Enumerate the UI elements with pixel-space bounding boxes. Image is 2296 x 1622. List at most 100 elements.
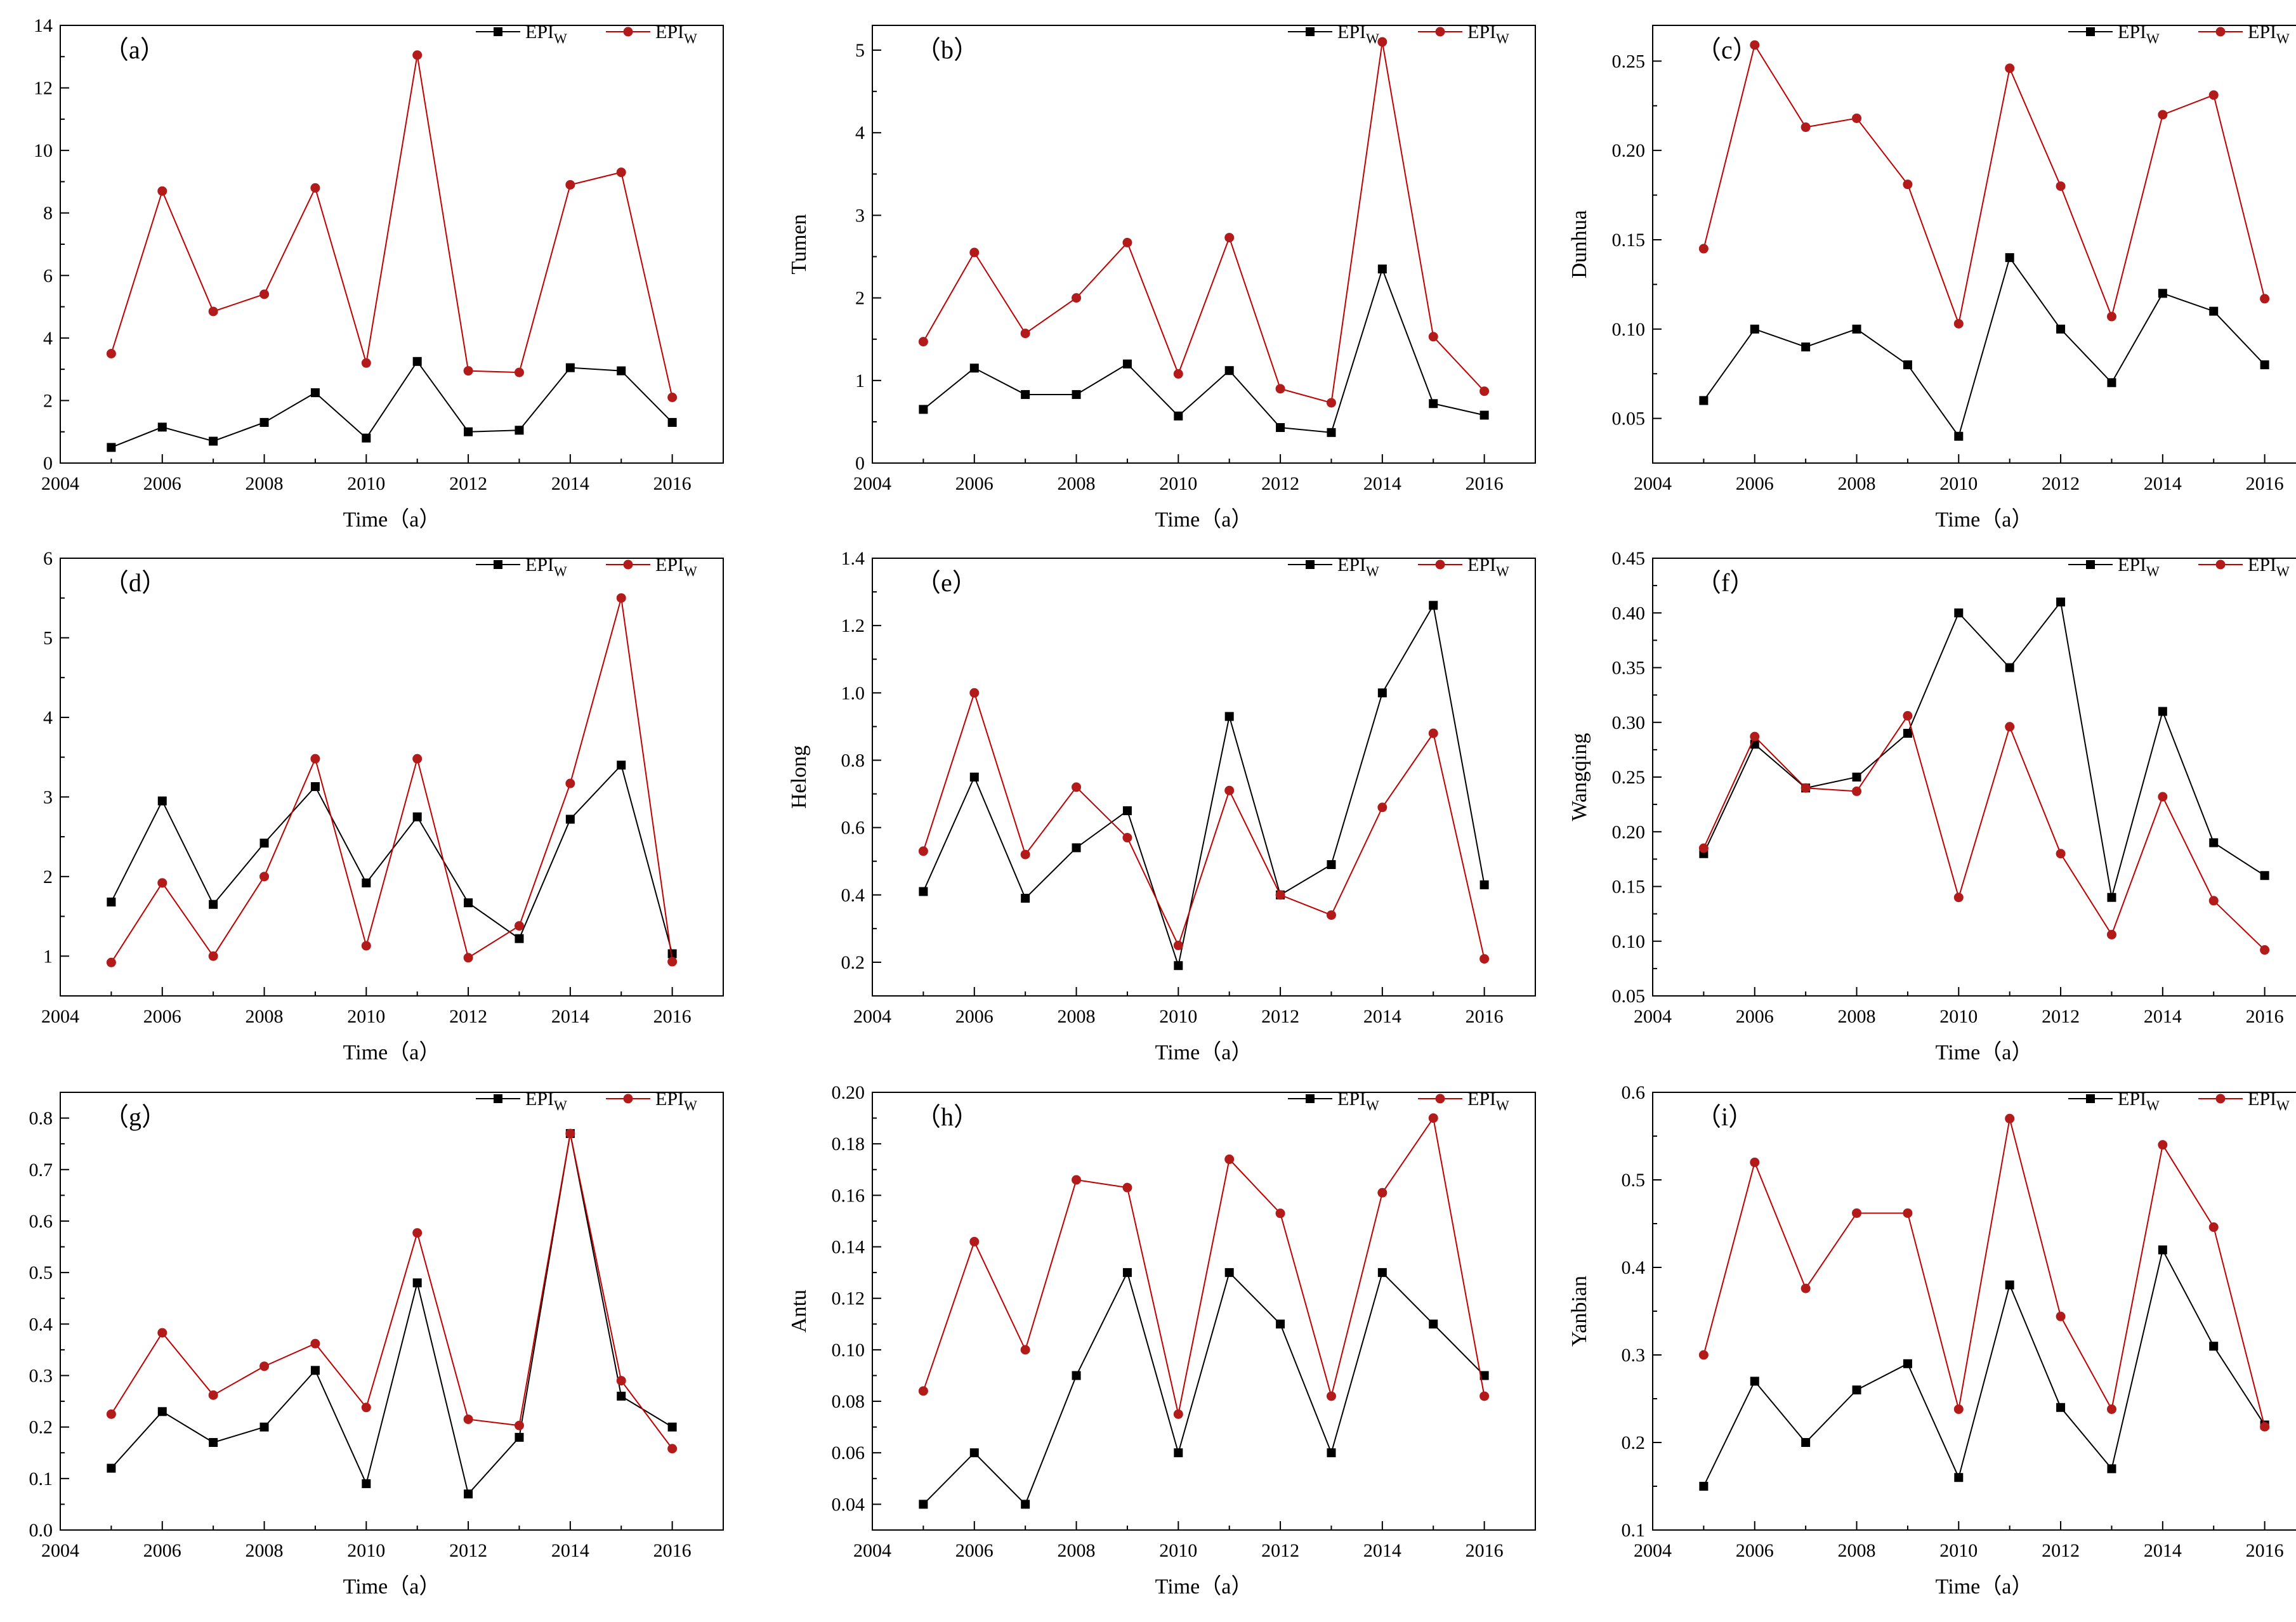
- x-tick-label: 2008: [1838, 1540, 1876, 1561]
- x-tick-label: 2006: [1736, 1006, 1774, 1027]
- data-point-circle: [361, 1403, 371, 1413]
- legend-marker: [2086, 560, 2095, 569]
- y-tick-label: 0.15: [1612, 877, 1646, 898]
- data-point-circle: [1953, 893, 1964, 903]
- legend-entry: EPIW: [1418, 1089, 1509, 1113]
- x-tick-label: 2014: [2144, 1540, 2182, 1561]
- y-tick-label: 0.2: [841, 952, 865, 973]
- data-point-circle: [1428, 332, 1438, 342]
- x-tick-label: 2004: [1634, 1540, 1672, 1561]
- data-point-circle: [208, 951, 218, 961]
- x-tick-label: 2012: [1261, 1006, 1299, 1027]
- x-tick-label: 2016: [2246, 1540, 2284, 1561]
- data-point-circle: [157, 186, 167, 196]
- data-point-circle: [106, 1409, 116, 1419]
- data-point-square: [2158, 1245, 2167, 1255]
- data-point-circle: [2208, 90, 2219, 100]
- data-point-circle: [412, 50, 423, 60]
- legend-marker: [494, 560, 502, 569]
- data-point-square: [969, 1448, 979, 1458]
- y-tick-label: 4: [43, 707, 53, 728]
- x-tick-label: 2012: [449, 1006, 487, 1027]
- y-tick-label: 1.0: [841, 683, 865, 703]
- data-point-square: [1479, 1371, 1489, 1380]
- series-line-2: [922, 691, 1485, 959]
- y-tick-label: 0.6: [29, 1211, 53, 1232]
- data-point-square: [412, 356, 422, 366]
- y-tick-label: 0.20: [1612, 821, 1646, 842]
- series-line-2: [110, 55, 673, 398]
- data-point-square: [1174, 961, 1183, 971]
- data-point-circle: [1377, 37, 1387, 47]
- legend-marker: [1306, 560, 1315, 569]
- legend-marker: [1306, 27, 1315, 36]
- plot-frame: [1652, 1092, 2296, 1531]
- data-point-circle: [208, 1390, 218, 1400]
- data-point-square: [412, 1278, 422, 1288]
- data-point-square: [2107, 378, 2116, 388]
- data-point-circle: [463, 1414, 473, 1424]
- panel-e: 2004 2006 2008 2010 2012 2014 2016 0.2 0.4 0.6 0.8…: [787, 548, 1536, 1064]
- data-point-circle: [1698, 843, 1709, 853]
- y-tick-label: 1: [855, 370, 865, 391]
- panel-h: 2004 2006 2008 2010 2012 2014 2016 0.04 0.06 0.08…: [787, 1082, 1536, 1599]
- legend-label: EPIW: [525, 22, 567, 46]
- data-point-circle: [361, 941, 371, 951]
- data-point-circle: [667, 957, 678, 967]
- legend-label: EPIW: [1337, 22, 1379, 46]
- x-tick-label: 2006: [143, 1540, 181, 1561]
- legend-label: EPIW: [2248, 554, 2290, 579]
- x-tick-label: 2004: [853, 1006, 891, 1027]
- data-point-circle: [2005, 1113, 2015, 1123]
- series-line-1: [1703, 1248, 2266, 1487]
- y-tick-label: 5: [855, 40, 865, 61]
- data-point-square: [464, 898, 473, 908]
- data-point-square: [157, 1407, 167, 1416]
- x-axis-title: Time（a）: [343, 1574, 441, 1599]
- data-point-circle: [1428, 728, 1438, 738]
- data-point-circle: [616, 1376, 626, 1386]
- data-point-circle: [1275, 384, 1285, 394]
- data-point-circle: [1224, 233, 1235, 243]
- y-tick-label: 0.5: [29, 1262, 53, 1283]
- series-line-1: [922, 603, 1485, 969]
- data-point-square: [259, 1422, 269, 1432]
- x-axis-title: Time（a）: [1936, 1574, 2033, 1599]
- x-tick-label: 2004: [1634, 1006, 1672, 1027]
- data-point-square: [362, 1479, 371, 1488]
- legend-marker: [623, 559, 633, 570]
- x-tick-label: 2014: [2144, 473, 2182, 494]
- data-point-circle: [1852, 1208, 1862, 1218]
- x-axis-title: Time（a）: [1936, 1040, 2033, 1064]
- data-point-square: [565, 814, 575, 824]
- data-point-square: [1903, 360, 1912, 370]
- data-point-circle: [2158, 792, 2168, 802]
- series-line-1: [110, 764, 673, 954]
- data-point-square: [919, 887, 928, 896]
- panel-label: （c）: [1696, 36, 1758, 64]
- x-tick-label: 2014: [551, 1540, 589, 1561]
- y-tick-label: 0.3: [1622, 1345, 1646, 1366]
- data-point-circle: [1750, 1157, 1760, 1167]
- y-tick-label: 6: [43, 548, 53, 569]
- data-point-square: [1429, 399, 1438, 409]
- x-tick-label: 2006: [143, 473, 181, 494]
- x-tick-label: 2016: [653, 1540, 692, 1561]
- data-point-square: [1377, 265, 1387, 274]
- x-tick-label: 2014: [551, 473, 589, 494]
- series-line-1: [1703, 600, 2266, 898]
- data-point-circle: [616, 593, 626, 603]
- data-point-square: [2005, 1280, 2014, 1290]
- legend-marker: [1306, 1094, 1315, 1103]
- data-point-circle: [1479, 1391, 1490, 1401]
- data-point-square: [1429, 1319, 1438, 1329]
- data-point-square: [1122, 806, 1132, 816]
- data-point-square: [1122, 1268, 1132, 1278]
- series-line-2: [1703, 1118, 2266, 1427]
- data-point-circle: [1698, 244, 1709, 254]
- plot-frame: [1652, 558, 2296, 997]
- data-point-circle: [565, 180, 575, 190]
- x-tick-label: 2010: [1159, 1540, 1197, 1561]
- data-point-square: [209, 436, 218, 446]
- plot-frame: [60, 1092, 724, 1531]
